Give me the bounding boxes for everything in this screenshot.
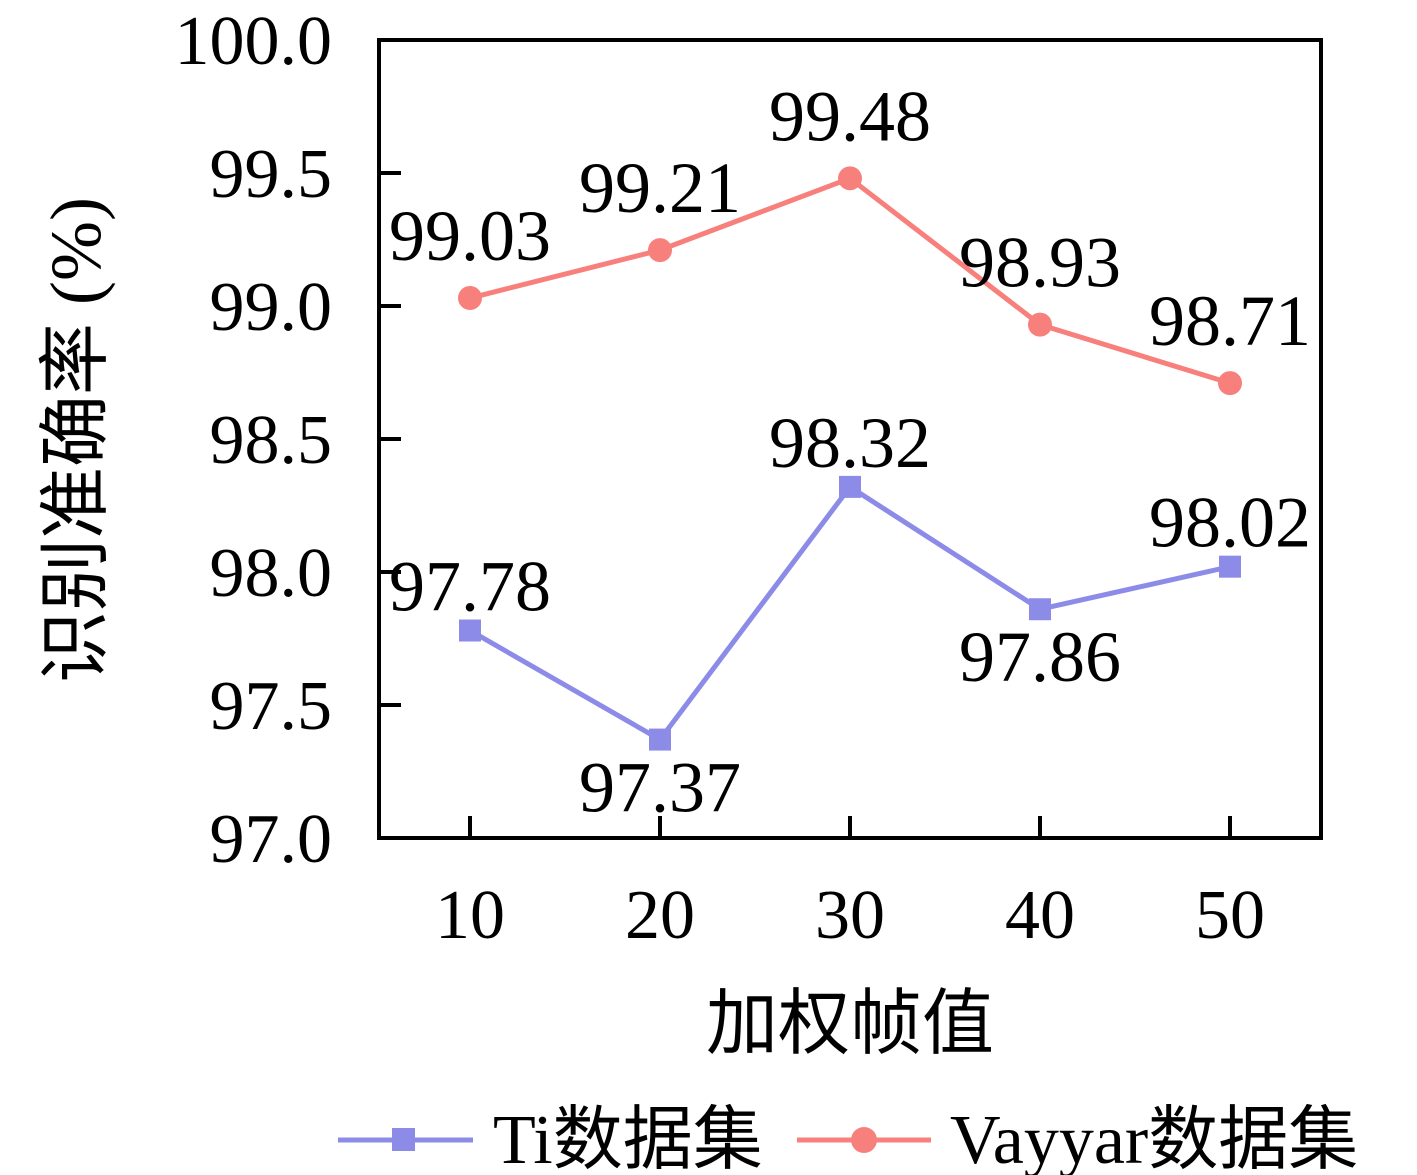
legend-label-ti: Ti数据集 xyxy=(493,1102,763,1175)
data-point-label: 99.48 xyxy=(769,76,931,156)
data-point-label: 99.03 xyxy=(389,196,551,276)
x-tick-label: 20 xyxy=(625,877,695,954)
data-point-circle xyxy=(1028,312,1052,337)
data-point-label: 97.37 xyxy=(579,748,741,828)
data-point-label: 98.02 xyxy=(1149,483,1311,563)
data-point-circle xyxy=(838,166,862,191)
y-tick-label: 98.0 xyxy=(210,535,333,612)
data-point-label: 99.21 xyxy=(579,148,741,228)
data-point-circle xyxy=(458,286,482,311)
data-point-square xyxy=(839,475,861,498)
data-series xyxy=(458,166,1242,751)
data-point-label: 97.86 xyxy=(959,617,1121,697)
data-point-label: 97.78 xyxy=(389,547,551,627)
data-point-label: 98.71 xyxy=(1149,281,1311,361)
data-point-square xyxy=(1029,598,1051,621)
x-tick-label: 50 xyxy=(1195,877,1265,954)
data-point-square xyxy=(649,728,671,751)
data-point-circle xyxy=(1218,371,1242,396)
legend-marker-square xyxy=(392,1128,415,1151)
x-tick-label: 40 xyxy=(1005,877,1075,954)
y-axis-title: 识别准确率 (%) xyxy=(36,197,116,683)
y-tick-label: 99.0 xyxy=(210,269,333,346)
y-tick-label: 97.5 xyxy=(210,668,333,745)
data-point-square xyxy=(459,619,481,642)
legend: Ti数据集 Vayyar数据集 xyxy=(338,1102,1358,1175)
data-point-labels: 97.78 97.37 98.32 97.86 98.02 99.03 99.21 99.48… xyxy=(389,76,1311,827)
plot-border xyxy=(377,38,1323,840)
axis-ticks xyxy=(379,171,1232,838)
legend-marker-circle xyxy=(851,1127,877,1153)
x-axis-title: 加权帧值 xyxy=(706,984,994,1064)
data-point-circle xyxy=(648,238,672,263)
data-point-square xyxy=(1219,555,1241,578)
x-tick-label: 30 xyxy=(815,877,885,954)
data-point-label: 98.93 xyxy=(959,223,1121,303)
series-line-ti xyxy=(468,483,1231,743)
axis-tick-labels: 97.0 97.5 98.0 98.5 99.0 99.5 100.0 10 20 30 40 50 xyxy=(175,3,1266,954)
y-tick-label: 97.0 xyxy=(210,801,333,878)
y-tick-label: 98.5 xyxy=(210,402,333,479)
legend-label-vayyar: Vayyar数据集 xyxy=(950,1102,1358,1175)
y-tick-label: 99.5 xyxy=(210,136,333,213)
x-tick-label: 10 xyxy=(435,877,505,954)
y-tick-label: 100.0 xyxy=(175,3,333,80)
data-point-label: 98.32 xyxy=(769,403,931,483)
